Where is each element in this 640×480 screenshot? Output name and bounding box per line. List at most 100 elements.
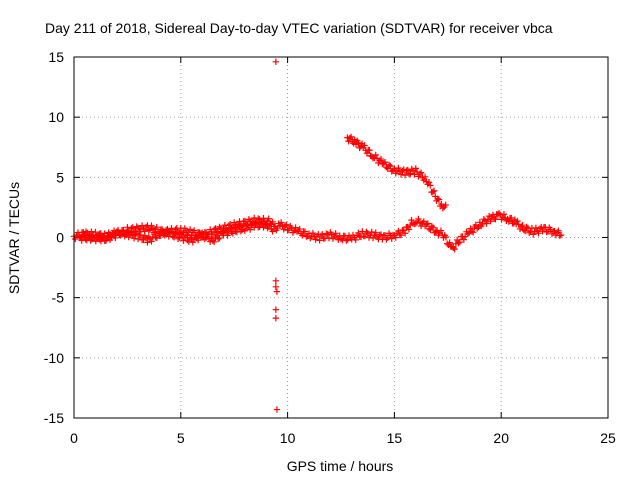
data-point [408, 216, 415, 224]
data-point [473, 225, 481, 232]
data-point [557, 231, 565, 239]
x-tick-label: 10 [280, 430, 296, 446]
data-point [272, 306, 280, 313]
data-point [273, 288, 281, 295]
series-outliers [272, 58, 281, 413]
data-point [451, 245, 458, 253]
data-point [141, 228, 148, 235]
data-point [347, 133, 355, 141]
data-point [309, 229, 317, 237]
data-point [153, 224, 160, 231]
data-point [301, 228, 309, 235]
series-descending-track [344, 133, 449, 212]
data-point [272, 58, 280, 66]
data-point [174, 235, 182, 243]
data-point [312, 236, 319, 243]
data-point [137, 231, 144, 239]
data-point [492, 216, 499, 223]
data-point [277, 219, 285, 226]
data-point [269, 218, 276, 226]
x-tick-label: 25 [600, 430, 616, 446]
data-point [210, 226, 218, 233]
data-point [514, 217, 521, 225]
data-point [505, 218, 513, 225]
data-point [186, 234, 194, 241]
data-point [197, 230, 205, 237]
x-tick-label: 20 [493, 430, 509, 446]
data-point [156, 230, 163, 237]
data-point [102, 237, 110, 244]
y-tick-label: 15 [48, 49, 64, 65]
data-point [87, 237, 94, 244]
data-point [232, 228, 239, 235]
data-point [380, 159, 387, 167]
data-point [539, 228, 546, 235]
data-point [233, 224, 241, 232]
data-point [435, 196, 443, 203]
data-point [555, 227, 562, 234]
data-point [372, 151, 379, 159]
data-point [429, 188, 437, 196]
data-point [456, 238, 464, 246]
data-point [523, 223, 530, 231]
data-point [519, 221, 526, 229]
data-point [316, 237, 323, 244]
data-point [377, 155, 385, 163]
data-point [150, 229, 158, 236]
data-point [172, 229, 179, 237]
data-point [194, 236, 202, 244]
data-point [296, 225, 303, 233]
data-point [319, 231, 326, 238]
data-point [432, 228, 439, 235]
data-point [177, 230, 184, 238]
data-point [190, 227, 198, 234]
data-point [272, 283, 280, 291]
data-point [239, 223, 246, 230]
data-point [381, 158, 389, 166]
data-point [388, 235, 395, 242]
data-point [200, 234, 207, 241]
data-point [439, 204, 447, 212]
x-tick-label: 5 [177, 430, 185, 446]
data-point [182, 232, 190, 239]
data-point [346, 135, 354, 142]
data-point [366, 147, 373, 154]
data-point [104, 232, 111, 239]
data-point [434, 195, 441, 202]
data-point [112, 234, 119, 242]
data-point [148, 238, 155, 245]
data-point [361, 142, 368, 149]
data-point [412, 220, 419, 227]
data-point [438, 200, 445, 208]
data-point [464, 230, 472, 238]
data-point [96, 230, 103, 238]
data-point [455, 239, 462, 247]
data-point [508, 214, 515, 222]
data-point [372, 229, 379, 236]
x-tick-label: 15 [387, 430, 403, 446]
data-points [70, 58, 565, 413]
data-point [168, 228, 175, 235]
data-point [368, 228, 375, 236]
data-point [170, 234, 178, 241]
plot-frame [73, 56, 609, 419]
data-point [82, 236, 89, 243]
data-point [460, 236, 468, 243]
data-point [401, 230, 409, 237]
data-point [425, 179, 433, 186]
data-point [395, 227, 402, 235]
data-point [468, 228, 476, 235]
data-point [450, 244, 457, 251]
data-point [405, 226, 413, 233]
data-point [397, 171, 405, 178]
data-point [213, 229, 221, 236]
data-point [415, 215, 422, 223]
data-point [424, 220, 431, 227]
data-point [114, 228, 122, 235]
y-tick-label: -5 [52, 290, 65, 306]
data-point [429, 224, 437, 231]
data-point [209, 230, 217, 238]
data-point [395, 164, 402, 172]
data-point [487, 218, 494, 225]
data-point [132, 227, 139, 235]
